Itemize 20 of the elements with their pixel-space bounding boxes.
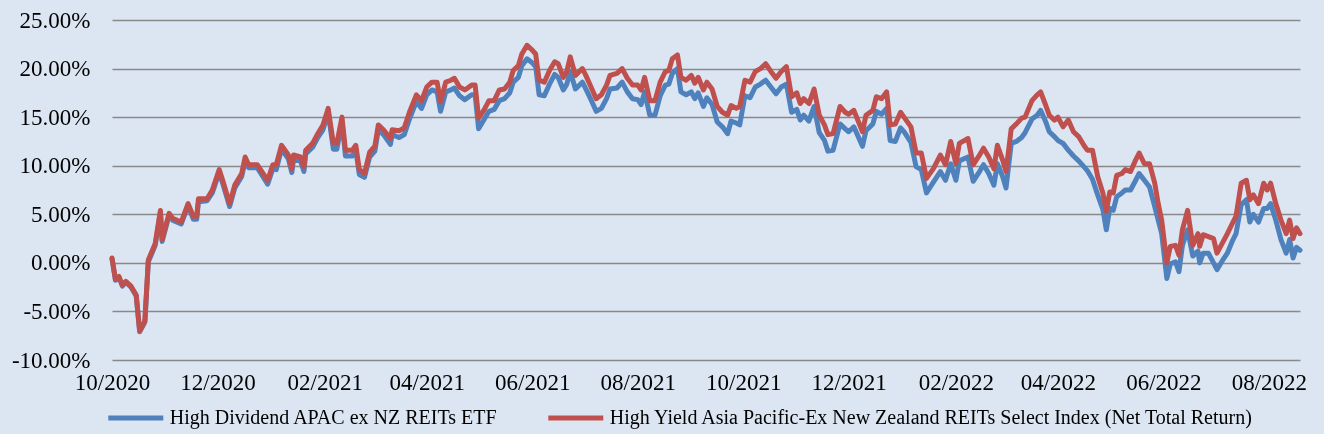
x-tick-label: 08/2022: [1231, 369, 1308, 395]
x-tick-label: 04/2022: [1020, 369, 1097, 395]
x-tick-label: 02/2022: [918, 369, 995, 395]
y-tick-label: 0.00%: [31, 250, 91, 276]
legend-label: High Dividend APAC ex NZ REITs ETF: [169, 406, 497, 429]
x-tick-label: 06/2021: [495, 369, 571, 395]
y-tick-label: 5.00%: [31, 201, 91, 227]
y-tick-label: 10.00%: [19, 153, 91, 179]
legend-label: High Yield Asia Pacific-Ex New Zealand REITs Select Index (Net Total Return): [609, 406, 1252, 429]
y-tick-label: -5.00%: [23, 298, 91, 324]
y-tick-label: 15.00%: [19, 104, 91, 130]
x-tick-label: 08/2021: [600, 369, 676, 395]
x-tick-label: 06/2022: [1126, 369, 1202, 395]
x-tick-label: 12/2021: [811, 369, 887, 395]
y-tick-label: 25.00%: [19, 7, 91, 33]
x-tick-label: 12/2020: [180, 369, 256, 395]
x-tick-label: 02/2021: [287, 369, 363, 395]
y-tick-label: 20.00%: [19, 56, 91, 82]
x-tick-label: 04/2021: [389, 369, 465, 395]
x-tick-label: 10/2021: [705, 369, 782, 395]
